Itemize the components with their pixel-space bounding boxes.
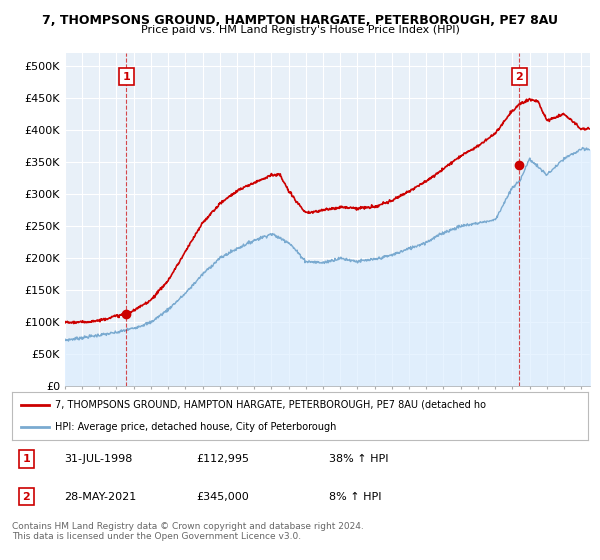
Text: HPI: Average price, detached house, City of Peterborough: HPI: Average price, detached house, City… <box>55 422 337 432</box>
Text: 7, THOMPSONS GROUND, HAMPTON HARGATE, PETERBOROUGH, PE7 8AU (detached ho: 7, THOMPSONS GROUND, HAMPTON HARGATE, PE… <box>55 400 486 410</box>
Text: £112,995: £112,995 <box>196 454 250 464</box>
Text: Contains HM Land Registry data © Crown copyright and database right 2024.
This d: Contains HM Land Registry data © Crown c… <box>12 522 364 542</box>
Text: £345,000: £345,000 <box>196 492 249 502</box>
Text: 2: 2 <box>515 72 523 82</box>
Text: 38% ↑ HPI: 38% ↑ HPI <box>329 454 388 464</box>
Text: 31-JUL-1998: 31-JUL-1998 <box>64 454 132 464</box>
Text: Price paid vs. HM Land Registry's House Price Index (HPI): Price paid vs. HM Land Registry's House … <box>140 25 460 35</box>
Text: 1: 1 <box>122 72 130 82</box>
Text: 1: 1 <box>23 454 30 464</box>
Text: 2: 2 <box>23 492 30 502</box>
Text: 8% ↑ HPI: 8% ↑ HPI <box>329 492 382 502</box>
Text: 28-MAY-2021: 28-MAY-2021 <box>64 492 136 502</box>
Text: 7, THOMPSONS GROUND, HAMPTON HARGATE, PETERBOROUGH, PE7 8AU: 7, THOMPSONS GROUND, HAMPTON HARGATE, PE… <box>42 14 558 27</box>
